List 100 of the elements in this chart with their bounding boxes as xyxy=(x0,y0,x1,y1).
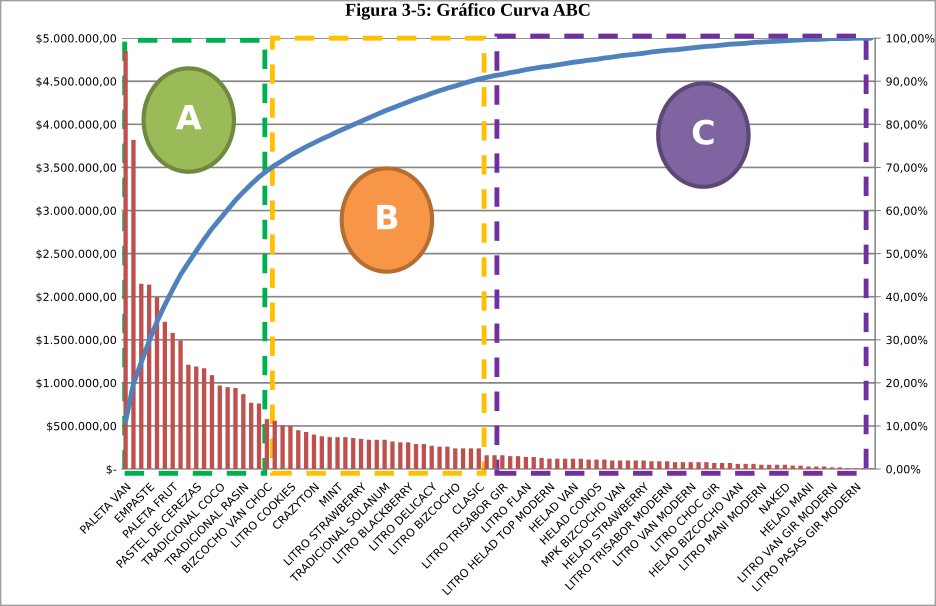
bar xyxy=(304,432,308,470)
bar xyxy=(665,461,670,470)
bar xyxy=(366,440,372,470)
bar xyxy=(445,446,450,470)
bar xyxy=(241,394,246,470)
bar xyxy=(430,446,434,470)
bar xyxy=(249,402,254,470)
bar xyxy=(782,464,788,470)
bar xyxy=(774,464,780,470)
bar xyxy=(468,448,474,470)
bar xyxy=(162,322,168,470)
bar xyxy=(382,440,387,470)
bar xyxy=(492,455,497,470)
bar xyxy=(736,464,740,470)
bar xyxy=(500,455,505,470)
bar xyxy=(233,388,238,470)
bar xyxy=(618,460,622,470)
y2-tick-label: 90,00% xyxy=(886,77,928,87)
bar xyxy=(578,458,583,470)
bar xyxy=(586,460,591,470)
y-tick-label: $3.500.000,00 xyxy=(36,163,116,174)
y2-tick-label: 10,00% xyxy=(886,422,928,432)
bar xyxy=(822,466,826,470)
bar xyxy=(343,437,348,470)
bar xyxy=(626,460,630,470)
y-tick-label: $2.500.000,00 xyxy=(36,249,116,260)
bar xyxy=(202,368,206,470)
bar xyxy=(767,464,772,470)
y-tick-label: $2.000.000,00 xyxy=(36,292,116,303)
bar xyxy=(225,387,230,470)
y2-tick-label: 60,00% xyxy=(886,206,928,216)
bar xyxy=(790,466,795,470)
bar xyxy=(484,455,489,470)
bar xyxy=(570,458,576,470)
bar xyxy=(814,466,818,470)
bar xyxy=(524,456,528,470)
bar xyxy=(547,458,552,470)
bar xyxy=(634,460,638,470)
bar xyxy=(602,460,607,470)
y-tick-label: $1.000.000,00 xyxy=(36,378,116,389)
y2-tick-label: 0,00% xyxy=(886,465,920,475)
y2-tick-label: 100,00% xyxy=(886,34,934,44)
bar xyxy=(712,463,716,470)
annotation: A xyxy=(176,104,202,130)
bar xyxy=(288,426,293,470)
y-tick-label: $1.500.000,00 xyxy=(36,336,116,346)
y2-tick-label: 40,00% xyxy=(886,292,928,302)
y-tick-label: $4.500.000,00 xyxy=(36,77,116,88)
bar xyxy=(759,464,764,470)
bar xyxy=(594,460,599,470)
bar xyxy=(728,463,732,470)
bar xyxy=(453,448,458,470)
bar xyxy=(437,446,442,470)
bar xyxy=(704,462,709,470)
bar xyxy=(720,463,724,470)
bar xyxy=(751,464,756,470)
y-tick-label: $3.000.000,00 xyxy=(36,206,116,216)
bar xyxy=(139,284,144,470)
y-tick-label: $4.000.000,00 xyxy=(36,120,116,130)
bar xyxy=(680,462,686,470)
bar xyxy=(358,438,364,470)
bar xyxy=(272,420,277,470)
bar xyxy=(516,456,520,470)
bar xyxy=(264,419,270,470)
bar xyxy=(406,442,410,470)
bar xyxy=(146,284,152,470)
y2-tick-label: 30,00% xyxy=(886,336,928,346)
bar xyxy=(296,430,300,470)
bar xyxy=(218,385,222,470)
bar xyxy=(178,340,183,470)
annotation: B xyxy=(377,204,398,230)
bar xyxy=(351,438,356,470)
bar xyxy=(696,462,701,470)
bar xyxy=(414,444,418,470)
bar xyxy=(798,466,803,470)
bar xyxy=(256,404,262,470)
y2-tick-label: 20,00% xyxy=(886,378,928,388)
bar xyxy=(508,456,512,470)
y-tick-label: $500.000,00 xyxy=(47,422,116,432)
bar xyxy=(422,444,426,470)
bar xyxy=(170,332,175,470)
y2-tick-label: 80,00% xyxy=(886,120,928,130)
bar xyxy=(398,442,402,470)
bar xyxy=(610,460,614,470)
bar xyxy=(476,448,481,470)
bar xyxy=(562,458,568,470)
bar xyxy=(555,458,560,470)
bar xyxy=(280,425,285,470)
bar xyxy=(532,456,536,470)
bar xyxy=(335,437,340,470)
bar xyxy=(123,51,128,470)
bar xyxy=(374,440,379,470)
bar xyxy=(539,458,544,470)
bar xyxy=(657,461,662,470)
bar xyxy=(460,448,466,470)
bar xyxy=(328,437,332,470)
y2-tick-label: 70,00% xyxy=(886,163,928,173)
bar xyxy=(649,461,654,470)
y-tick-label: $- xyxy=(106,464,116,475)
bar xyxy=(688,462,693,470)
